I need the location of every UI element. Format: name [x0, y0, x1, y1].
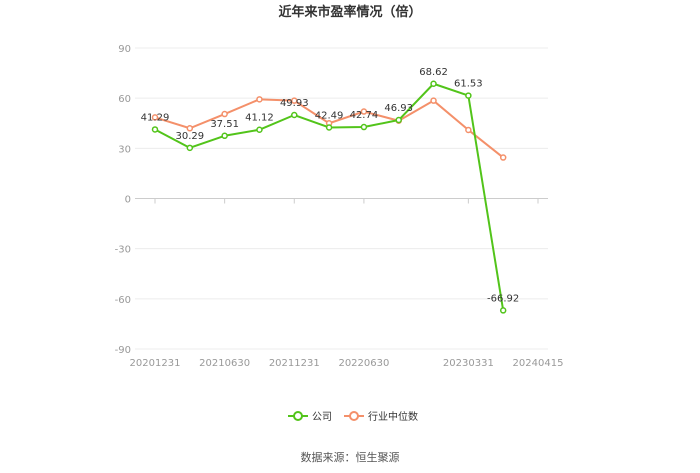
data-point — [221, 110, 228, 118]
legend-swatch-marker — [293, 411, 303, 421]
series — [151, 80, 507, 314]
data-point — [291, 97, 298, 104]
data-point — [186, 144, 194, 152]
data-label: 30.29 — [175, 131, 204, 142]
data-label: 42.74 — [350, 110, 379, 121]
y-tick-label: -60 — [115, 295, 131, 306]
data-label: -66.92 — [487, 293, 519, 304]
data-label: 61.53 — [454, 79, 483, 90]
data-point — [465, 92, 472, 99]
legend-label: 行业中位数 — [368, 410, 418, 423]
x-tick-label: 20240415 — [513, 358, 564, 369]
data-point — [256, 96, 263, 103]
x-tick-label: 20210630 — [199, 358, 250, 369]
data-label: 49.93 — [280, 98, 309, 109]
data-point — [151, 126, 159, 133]
y-tick-label: -30 — [115, 245, 131, 256]
grid — [135, 47, 548, 350]
data-point — [221, 132, 228, 140]
data-point — [465, 126, 472, 134]
data-point — [360, 123, 368, 131]
data-point — [430, 97, 437, 104]
data-point — [499, 307, 507, 314]
data-label: 41.12 — [245, 113, 274, 124]
data-point — [291, 111, 298, 119]
y-tick-label: 30 — [118, 144, 131, 155]
data-label: 41.29 — [141, 112, 170, 123]
legend-label: 公司 — [312, 412, 332, 423]
y-tick-label: -90 — [115, 345, 131, 356]
x-tick-label: 20211231 — [269, 358, 320, 369]
data-point — [186, 125, 194, 132]
data-label: 42.49 — [315, 110, 344, 121]
legend-item-industry-median[interactable]: 行业中位数 — [344, 410, 418, 423]
y-tick-label: 0 — [125, 195, 131, 206]
x-tick-label: 20230331 — [443, 358, 494, 369]
data-point — [151, 114, 159, 121]
data-point — [499, 154, 507, 161]
data-point — [256, 126, 263, 133]
data-point — [430, 80, 437, 88]
data-label: 68.62 — [419, 67, 448, 78]
x-tick-label: 20201231 — [130, 358, 181, 369]
data-point — [360, 108, 368, 115]
legend[interactable]: 公司 行业中位数 — [288, 410, 418, 423]
data-point — [325, 124, 333, 131]
y-tick-label: 90 — [118, 44, 131, 55]
x-tick-label: 20220630 — [338, 358, 389, 369]
y-tick-label: 60 — [118, 94, 131, 105]
data-label: 37.51 — [210, 119, 239, 130]
source-note: 数据来源：恒生聚源 — [301, 450, 400, 464]
legend-item-company[interactable]: 公司 — [288, 411, 332, 423]
data-label: 46.93 — [384, 103, 413, 114]
chart-title: 近年来市盈率情况（倍） — [278, 4, 421, 20]
axes: 90 60 30 0 -30 -60 -90 20201231 20210630 20211231… — [115, 44, 564, 369]
data-labels: 41.29 30.29 37.51 41.12 49.93 42.49 42.74 46.93… — [141, 67, 520, 305]
data-point — [395, 116, 402, 124]
legend-swatch-marker — [349, 411, 359, 421]
